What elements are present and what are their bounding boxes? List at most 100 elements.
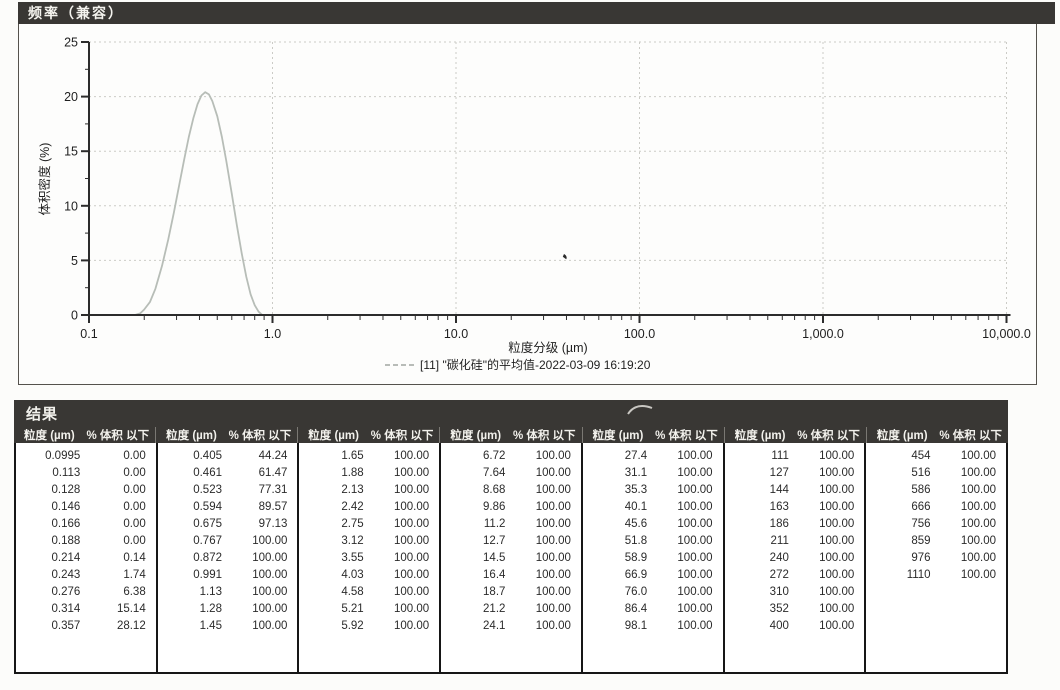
size-cell: 1.88	[341, 467, 364, 479]
volume-cell: 100.00	[535, 535, 571, 547]
size-cell: 51.8	[624, 535, 648, 547]
size-cell: 186	[769, 518, 789, 530]
y-tick-label: 15	[64, 145, 78, 159]
volume-cell: 100.00	[393, 535, 430, 547]
table-row: 16.4 100.00	[441, 567, 581, 584]
size-cell: 27.4	[624, 450, 648, 462]
volume-cell: 100.00	[677, 620, 713, 632]
table-row: 0.128 0.00	[16, 482, 156, 499]
volume-cell: 100.00	[252, 535, 288, 547]
table-row: 1.88 100.00	[299, 465, 439, 482]
size-cell: 18.7	[483, 586, 506, 598]
table-row: 3.55 100.00	[299, 550, 439, 567]
volume-column-header: % 体积 以下	[370, 429, 434, 442]
size-cell: 66.9	[624, 569, 648, 581]
volume-cell: 15.14	[116, 603, 146, 615]
size-cell: 0.128	[51, 484, 81, 496]
size-cell: 3.12	[341, 535, 364, 547]
size-cell: 16.4	[483, 569, 506, 581]
x-tick-label: 1.0	[264, 327, 281, 341]
table-row: 0.0995 0.00	[16, 448, 156, 465]
size-cell: 5.92	[341, 620, 364, 632]
size-cell: 0.113	[52, 467, 81, 479]
size-cell: 58.9	[624, 552, 648, 564]
table-row: 18.7 100.00	[441, 584, 581, 601]
size-cell: 1.45	[199, 620, 222, 632]
volume-cell: 0.00	[123, 467, 146, 479]
volume-cell: 100.00	[535, 552, 571, 564]
table-row: 0.188 0.00	[16, 533, 156, 550]
size-column-header: 粒度 (µm)	[24, 429, 75, 442]
volume-cell: 100.00	[819, 569, 855, 581]
table-row: 0.461 61.47	[158, 465, 298, 482]
table-row: 14.5 100.00	[441, 550, 581, 567]
volume-cell: 100.00	[535, 603, 571, 615]
volume-cell: 100.00	[819, 552, 855, 564]
size-cell: 516	[911, 467, 931, 479]
table-group: 6.72 100.00 7.64 100.00 8.68 100.00 9.86 100.00…	[441, 443, 583, 672]
size-cell: 0.146	[51, 501, 81, 513]
size-column-header: 粒度 (µm)	[308, 429, 359, 442]
volume-cell: 100.00	[677, 518, 713, 530]
volume-cell: 100.00	[393, 620, 430, 632]
y-tick-label: 20	[64, 90, 78, 104]
table-row: 12.7 100.00	[441, 533, 581, 550]
table-row: 1.45 100.00	[158, 618, 298, 635]
table-row: 11.2 100.00	[441, 516, 581, 533]
volume-cell: 100.00	[677, 603, 713, 615]
volume-cell: 100.00	[535, 467, 571, 479]
volume-cell: 100.00	[960, 552, 997, 564]
table-row: 666 100.00	[866, 499, 1006, 516]
size-cell: 35.3	[624, 484, 648, 496]
y-tick-label: 5	[71, 254, 78, 268]
volume-cell: 100.00	[677, 586, 713, 598]
size-cell: 1110	[906, 569, 931, 581]
table-row: 6.72 100.00	[441, 448, 581, 465]
table-group: 454 100.00 516 100.00 586 100.00 666 100.00 756 1…	[866, 443, 1006, 672]
size-cell: 11.2	[483, 518, 506, 530]
table-row: 0.276 6.38	[16, 584, 156, 601]
volume-column-header: % 体积 以下	[939, 429, 1002, 442]
column-group-header: 粒度 (µm) % 体积 以下	[865, 426, 1008, 443]
volume-cell: 100.00	[393, 450, 430, 462]
volume-cell: 100.00	[819, 620, 855, 632]
table-row: 66.9 100.00	[583, 567, 723, 584]
volume-cell: 100.00	[677, 467, 713, 479]
x-tick-label: 1,000.0	[802, 327, 844, 341]
volume-cell: 0.00	[123, 501, 146, 513]
table-row: 98.1 100.00	[583, 618, 723, 635]
volume-cell: 100.00	[535, 518, 571, 530]
size-cell: 31.1	[624, 467, 648, 479]
size-cell: 586	[911, 484, 931, 496]
volume-cell: 0.00	[123, 518, 146, 530]
volume-cell: 100.00	[535, 484, 571, 496]
size-cell: 0.166	[51, 518, 81, 530]
table-row: 240 100.00	[725, 550, 865, 567]
size-cell: 0.675	[193, 518, 222, 530]
size-cell: 40.1	[624, 501, 648, 513]
table-row: 352 100.00	[725, 601, 865, 618]
table-group: 1.65 100.00 1.88 100.00 2.13 100.00 2.42 100.00…	[299, 443, 442, 672]
volume-cell: 100.00	[819, 450, 855, 462]
volume-cell: 89.57	[258, 501, 288, 513]
volume-cell: 100.00	[393, 552, 430, 564]
table-row: 21.2 100.00	[441, 601, 581, 618]
table-row: 756 100.00	[866, 516, 1006, 533]
volume-cell: 100.00	[252, 620, 288, 632]
volume-cell: 100.00	[677, 450, 713, 462]
table-row: 2.13 100.00	[299, 482, 439, 499]
size-cell: 272	[769, 569, 789, 581]
volume-cell: 0.00	[123, 484, 146, 496]
table-row: 0.594 89.57	[158, 499, 298, 516]
table-row: 4.03 100.00	[299, 567, 439, 584]
table-row: 1110 100.00	[866, 567, 1006, 584]
table-row: 0.357 28.12	[16, 618, 156, 635]
table-row: 454 100.00	[866, 448, 1006, 465]
table-row: 8.68 100.00	[441, 482, 581, 499]
size-cell: 76.0	[624, 586, 648, 598]
table-group: 27.4 100.00 31.1 100.00 35.3 100.00 40.1 100.00…	[583, 443, 725, 672]
volume-cell: 100.00	[393, 518, 430, 530]
volume-cell: 100.00	[677, 569, 713, 581]
size-cell: 7.64	[483, 467, 506, 479]
volume-cell: 1.74	[123, 569, 146, 581]
